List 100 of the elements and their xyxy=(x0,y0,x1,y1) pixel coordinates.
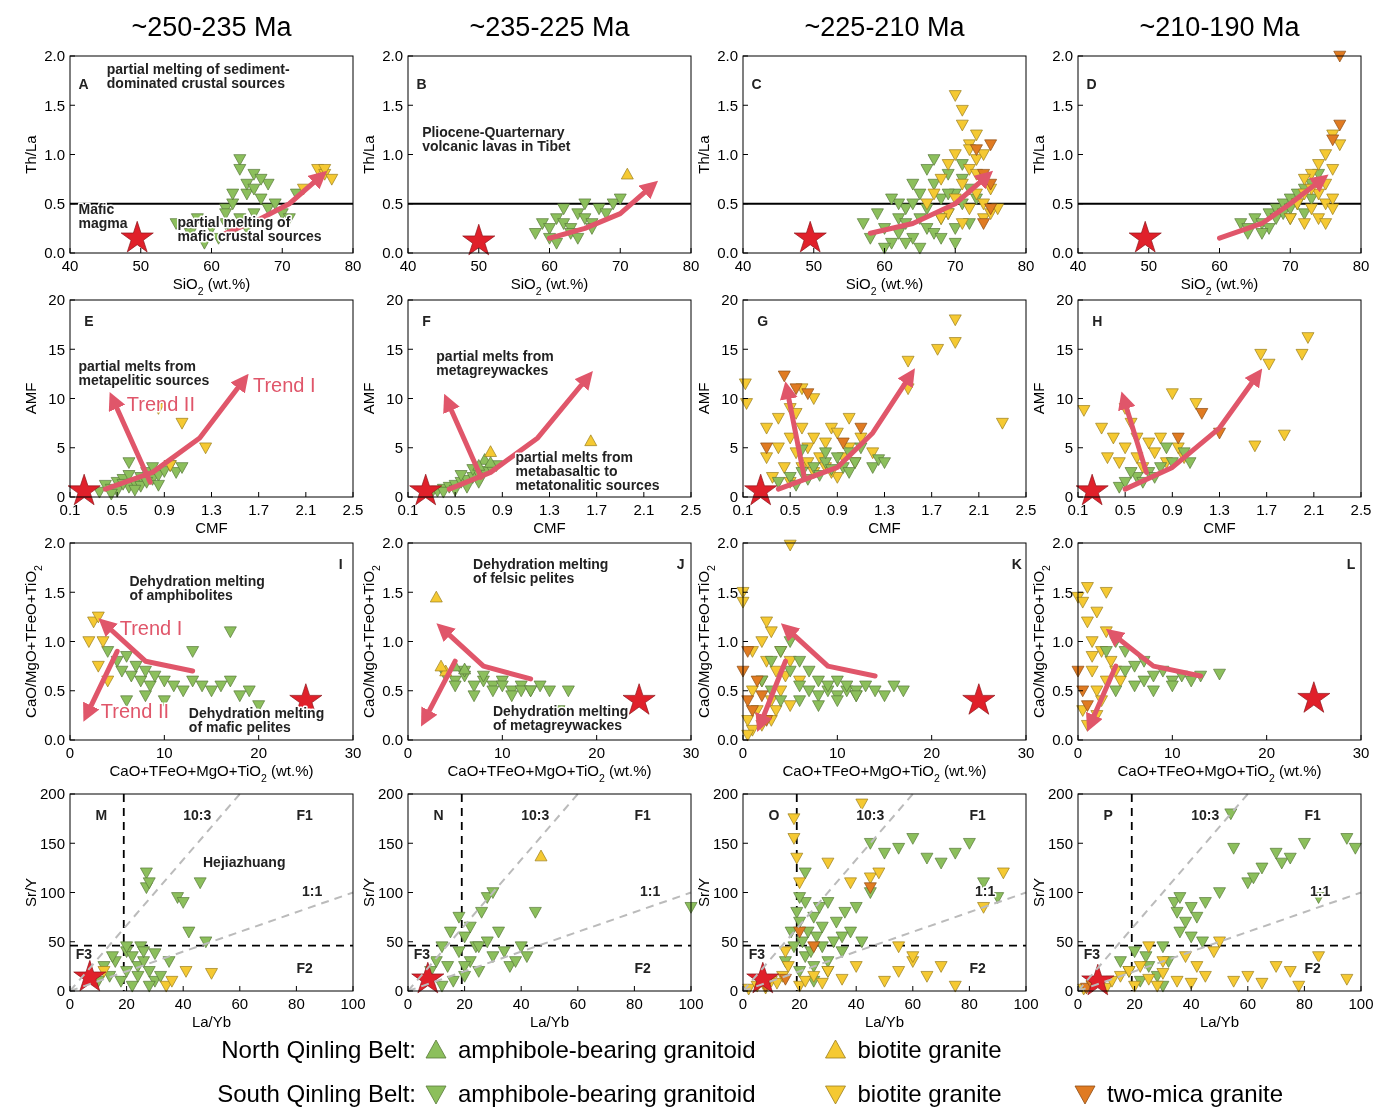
chart-title: ~250-235 Ma xyxy=(131,12,293,42)
x-tick-label: 20 xyxy=(923,744,941,761)
x-axis-title: CMF xyxy=(868,519,901,536)
x-axis-title: La/Yb xyxy=(191,1013,232,1030)
y-tick-label: 100 xyxy=(377,883,403,901)
x-tick-label: 2.1 xyxy=(295,501,317,518)
x-axis-title: La/Yb xyxy=(1199,1013,1240,1030)
x-tick-label: 1.3 xyxy=(1209,501,1230,518)
y-tick-label: 5 xyxy=(729,439,738,456)
x-tick-label: 10 xyxy=(1163,744,1181,761)
annotation: F xyxy=(422,312,432,329)
x-tick-label: 2.5 xyxy=(1015,501,1037,518)
x-tick-label: 50 xyxy=(470,257,488,274)
x-axis-title: SiO$_{2}$ (wt.%) xyxy=(845,275,924,297)
y-axis-title: AMF xyxy=(695,382,712,415)
annotation: Dehydration melting of felsic pelites xyxy=(473,555,609,586)
y-tick-label: 1.5 xyxy=(717,96,738,114)
y-tick-label: 0.5 xyxy=(717,682,738,699)
annotation: L xyxy=(1346,555,1356,572)
annotation: 10:3 xyxy=(1191,806,1220,823)
y-tick-label: 1.5 xyxy=(382,96,403,114)
y-tick-label: 0.0 xyxy=(382,731,403,749)
y-tick-label: 1.0 xyxy=(44,145,65,163)
annotation: D xyxy=(1086,76,1097,93)
y-tick-label: 10 xyxy=(386,389,403,407)
y-tick-label: 0 xyxy=(56,982,65,1000)
x-tick-label: 70 xyxy=(273,257,291,274)
y-tick-label: 10 xyxy=(1056,389,1073,407)
x-tick-label: 60 xyxy=(231,995,249,1012)
x-axis-title: SiO$_{2}$ (wt.%) xyxy=(1180,275,1259,297)
y-tick-label: 10 xyxy=(48,389,65,407)
series-label: Trend I xyxy=(252,373,316,396)
y-tick-label: 1.0 xyxy=(44,632,65,650)
annotation: 1:1 xyxy=(1310,883,1331,900)
annotation: partial melting of sediment- dominated crustal sources xyxy=(106,60,290,91)
y-axis-title: Sr/Y xyxy=(695,877,712,908)
x-tick-label: 2.1 xyxy=(968,501,990,518)
y-tick-label: 5 xyxy=(1064,439,1073,456)
y-axis-title: Th/La xyxy=(1030,134,1047,174)
y-tick-label: 1.0 xyxy=(717,145,738,163)
x-tick-label: 80 xyxy=(626,995,643,1012)
x-tick-label: 2.5 xyxy=(1350,501,1372,518)
x-axis-title: La/Yb xyxy=(529,1013,570,1030)
annotation: 10:3 xyxy=(521,806,550,823)
x-tick-label: 2.5 xyxy=(342,501,364,518)
y-tick-label: 0.5 xyxy=(44,195,65,212)
annotation: F3 xyxy=(413,946,431,963)
y-tick-label: 0.5 xyxy=(1052,195,1073,212)
y-tick-label: 50 xyxy=(1056,933,1073,950)
annotation: J xyxy=(676,555,685,572)
x-tick-label: 60 xyxy=(1239,995,1257,1012)
y-tick-label: 2.0 xyxy=(382,534,403,552)
legend-label: two-mica granite xyxy=(1107,1080,1284,1107)
legend-label: amphibole-bearing granitoid xyxy=(458,1036,756,1063)
y-tick-label: 5 xyxy=(56,439,65,456)
x-tick-label: 100 xyxy=(1348,995,1374,1012)
y-tick-label: 10 xyxy=(721,389,738,407)
x-tick-label: 30 xyxy=(1017,744,1035,761)
x-tick-label: 40 xyxy=(1182,995,1200,1012)
y-axis-title: AMF xyxy=(1030,382,1047,415)
annotation: Mafic magma xyxy=(78,200,128,231)
annotation: Hejiazhuang xyxy=(203,853,286,870)
x-tick-label: 60 xyxy=(1211,257,1228,274)
annotation: M xyxy=(95,806,108,823)
x-tick-label: 0.9 xyxy=(153,501,175,518)
x-tick-label: 60 xyxy=(569,995,587,1012)
annotation: O xyxy=(768,806,780,823)
annotation: F2 xyxy=(634,960,651,977)
y-tick-label: 100 xyxy=(39,883,65,901)
annotation: F1 xyxy=(969,806,986,823)
annotation: partial melts from metabasaltic to metatonalitic sources xyxy=(515,448,660,493)
x-tick-label: 0.5 xyxy=(779,501,801,518)
y-tick-label: 200 xyxy=(377,785,403,803)
legend-label: biotite granite xyxy=(857,1036,1002,1063)
y-axis-title: Th/La xyxy=(360,134,377,174)
x-tick-label: 100 xyxy=(678,995,704,1012)
y-tick-label: 2.0 xyxy=(717,47,738,65)
annotation: F3 xyxy=(75,946,93,963)
annotation: H xyxy=(1092,312,1103,329)
y-axis-title: Sr/Y xyxy=(360,877,377,908)
y-tick-label: 0.0 xyxy=(44,731,65,749)
annotation: F3 xyxy=(748,946,766,963)
y-axis-title: AMF xyxy=(22,382,39,415)
series-label: Trend II xyxy=(100,700,170,723)
annotation: K xyxy=(1011,555,1022,572)
y-tick-label: 150 xyxy=(1047,834,1073,852)
y-axis-title: Th/La xyxy=(22,134,39,174)
x-axis-title: SiO$_{2}$ (wt.%) xyxy=(510,275,589,297)
x-axis-title: CMF xyxy=(195,519,228,536)
y-tick-label: 1.0 xyxy=(382,632,403,650)
y-tick-label: 15 xyxy=(1056,340,1073,358)
y-axis-title: AMF xyxy=(360,382,377,415)
y-tick-label: 20 xyxy=(721,291,738,309)
x-axis-title: CaO+TFeO+MgO+TiO$_{2}$ (wt.%) xyxy=(782,762,987,784)
y-tick-label: 15 xyxy=(721,340,738,358)
x-tick-label: 1.3 xyxy=(201,501,222,518)
x-tick-label: 10 xyxy=(828,744,846,761)
x-tick-label: 30 xyxy=(682,744,700,761)
x-tick-label: 30 xyxy=(344,744,362,761)
annotation: A xyxy=(78,76,89,93)
